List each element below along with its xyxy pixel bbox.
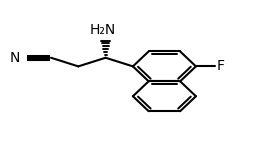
Text: N: N bbox=[9, 51, 20, 65]
Text: F: F bbox=[217, 59, 225, 73]
Text: H₂N: H₂N bbox=[90, 23, 116, 37]
